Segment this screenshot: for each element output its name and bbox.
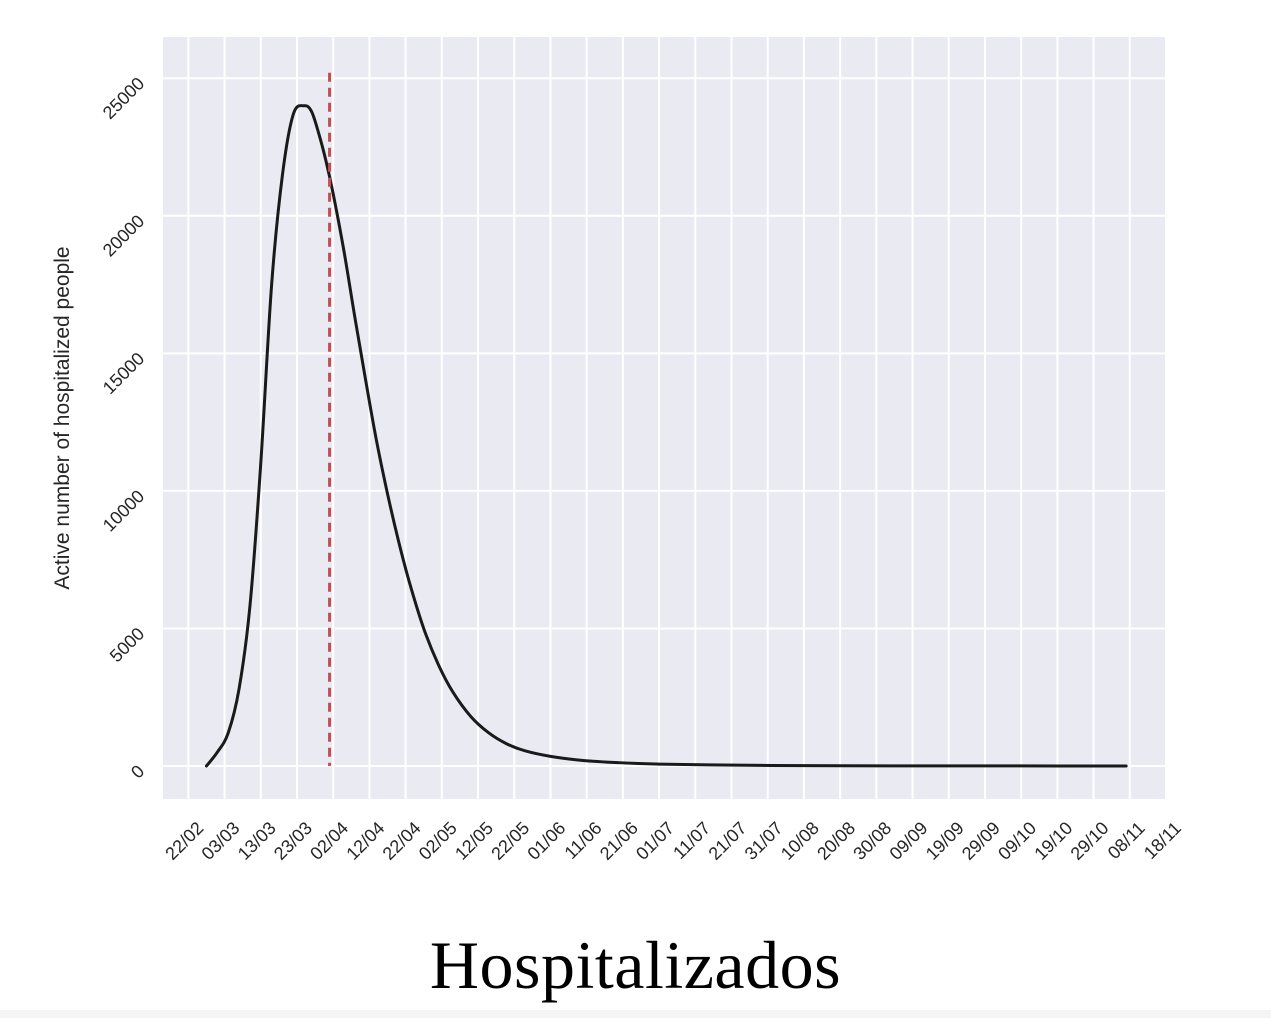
y-tick-label: 5000 (106, 624, 148, 666)
series-line (204, 104, 1128, 768)
x-tick-label: 18/11 (1140, 818, 1185, 863)
x-tick-label: 12/05 (451, 818, 497, 864)
x-tick-label: 23/03 (270, 818, 316, 864)
y-tick-label: 20000 (99, 211, 149, 261)
plot-area (163, 37, 1166, 799)
x-tick-label: 02/04 (306, 818, 352, 864)
x-tick-label: 11/06 (561, 818, 606, 863)
x-tick-label: 29/10 (1067, 818, 1113, 864)
x-tick-label: 22/02 (161, 818, 207, 864)
line-chart: 22/0203/0313/0323/0302/0412/0422/0402/05… (51, 37, 1185, 864)
x-tick-label: 11/07 (669, 818, 714, 863)
x-tick-label: 09/09 (886, 818, 932, 864)
y-tick-label: 25000 (99, 73, 149, 123)
x-tick-label: 21/07 (705, 818, 751, 864)
x-tick-label: 29/09 (958, 818, 1004, 864)
series-layer (204, 104, 1128, 768)
x-tick-label: 30/08 (849, 818, 895, 864)
x-tick-label: 01/07 (632, 818, 678, 864)
x-tick-label: 02/05 (415, 818, 461, 864)
y-tick-label: 0 (127, 761, 148, 782)
y-tick-label: 15000 (99, 348, 149, 398)
x-tick-label: 22/04 (379, 818, 425, 864)
x-tick-label: 31/07 (741, 818, 787, 864)
x-tick-label: 01/06 (523, 818, 569, 864)
figure-caption: Hospitalizados (429, 927, 842, 1003)
x-tick-label: 13/03 (234, 818, 280, 864)
x-tick-label: 19/10 (1030, 818, 1076, 864)
x-tick-label: 10/08 (777, 818, 823, 864)
y-axis-label: Active number of hospitalized people (51, 246, 74, 589)
x-tick-label: 09/10 (994, 818, 1040, 864)
x-tick-label: 19/09 (922, 818, 968, 864)
x-tick-label: 12/04 (342, 818, 388, 864)
x-tick-label: 03/03 (198, 818, 244, 864)
x-tick-label: 20/08 (813, 818, 859, 864)
y-axis-ticks: 0 5000 10000 15000 20000 25000 (99, 73, 149, 782)
y-tick-label: 10000 (99, 486, 149, 536)
x-tick-label: 22/05 (487, 818, 533, 864)
x-axis-ticks: 22/0203/0313/0323/0302/0412/0422/0402/05… (161, 818, 1185, 864)
x-tick-label: 21/06 (596, 818, 642, 864)
x-tick-label: 08/11 (1104, 818, 1149, 863)
bottom-band (0, 1010, 1271, 1018)
